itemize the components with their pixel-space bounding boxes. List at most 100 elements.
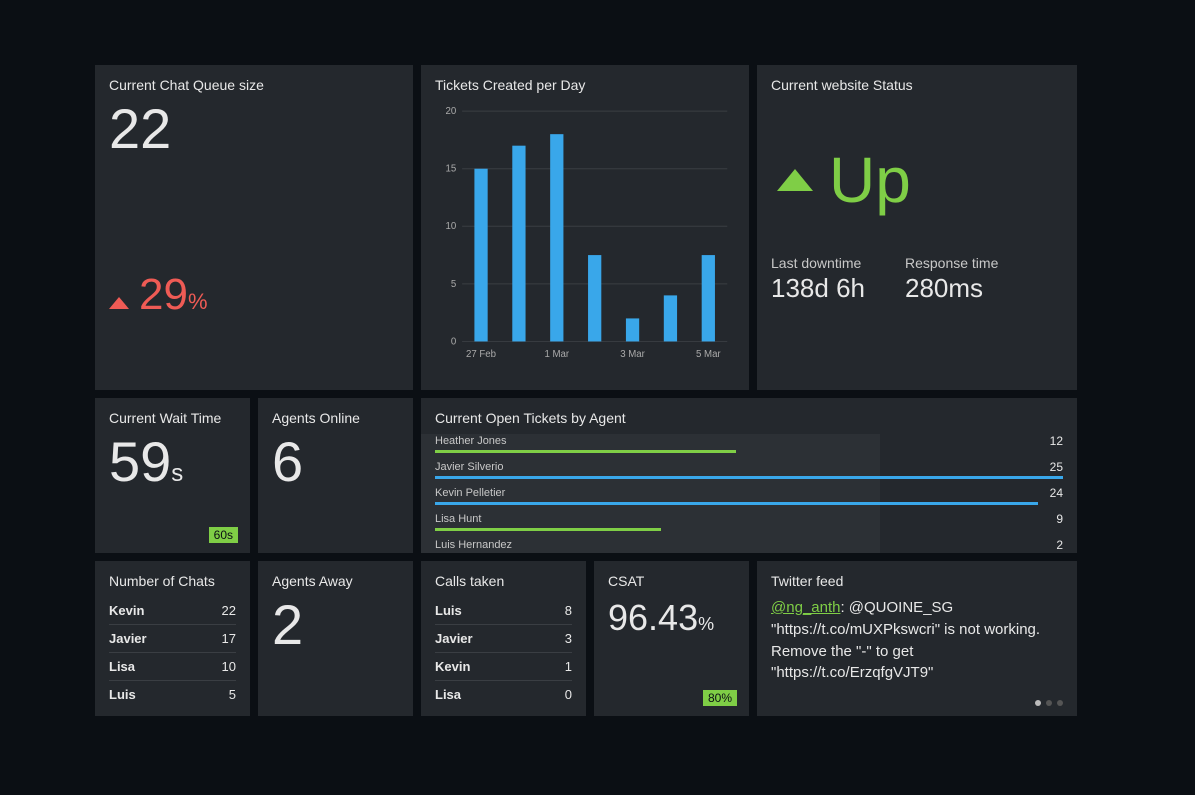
hbar-row: Heather Jones 12 [435, 434, 1063, 453]
hbar-label: Kevin Pelletier [435, 486, 1063, 500]
row-value: 1 [565, 659, 572, 674]
row-name: Lisa [109, 659, 135, 674]
bar [626, 318, 639, 341]
hbar-label: Heather Jones [435, 434, 1063, 448]
queue-trend: 29% [109, 270, 208, 320]
hbar-value: 12 [1050, 434, 1063, 448]
status-response: Response time 280ms [905, 255, 998, 304]
card-title: Current Open Tickets by Agent [435, 410, 1063, 426]
card-chat-queue: Current Chat Queue size 22 29% [95, 65, 413, 390]
table-row: Luis 8 [435, 597, 572, 625]
svg-text:27 Feb: 27 Feb [466, 349, 496, 360]
row-value: 22 [222, 603, 236, 618]
csat-badge: 80% [703, 690, 737, 706]
table-row: Luis5 [109, 681, 236, 708]
row-name: Javier [109, 631, 147, 646]
status-text: Up [829, 143, 911, 217]
card-title: Current Wait Time [109, 410, 236, 426]
hbar-label: Javier Silverio [435, 460, 1063, 474]
row-value: 8 [565, 603, 572, 618]
svg-text:1 Mar: 1 Mar [544, 349, 569, 360]
card-open-tickets: Current Open Tickets by Agent Heather Jo… [421, 398, 1077, 553]
pagination-dot[interactable] [1046, 700, 1052, 706]
card-twitter-feed: Twitter feed @ng_anth: @QUOINE_SG "https… [757, 561, 1077, 716]
svg-text:0: 0 [451, 336, 456, 347]
queue-trend-value: 29% [139, 270, 208, 320]
svg-text:3 Mar: 3 Mar [620, 349, 645, 360]
card-title: Current Chat Queue size [109, 77, 399, 93]
card-title: Agents Away [272, 573, 399, 589]
card-title: Tickets Created per Day [435, 77, 735, 93]
svg-text:5 Mar: 5 Mar [696, 349, 721, 360]
triangle-up-icon [777, 169, 813, 191]
downtime-value: 138d 6h [771, 273, 865, 304]
csat-value: 96.43% [608, 597, 735, 639]
table-row: Kevin 1 [435, 653, 572, 681]
card-calls-taken: Calls taken Luis 8 Javier 3 Kevin 1 Lisa 0 [421, 561, 586, 716]
card-agents-away: Agents Away 2 [258, 561, 413, 716]
card-website-status: Current website Status Up Last downtime … [757, 65, 1077, 390]
row-name: Lisa [435, 687, 461, 702]
queue-value: 22 [109, 101, 399, 157]
bar-chart-tickets: 0510152027 Feb1 Mar3 Mar5 Mar [435, 101, 735, 369]
table-row: Javier 3 [435, 625, 572, 653]
hbar-row: Javier Silverio 25 [435, 460, 1063, 479]
wait-value: 59s [109, 434, 236, 490]
card-title: CSAT [608, 573, 735, 589]
dashboard: Current Chat Queue size 22 29% Tickets C… [0, 0, 1195, 781]
calls-table: Luis 8 Javier 3 Kevin 1 Lisa 0 [435, 597, 572, 708]
table-row: Lisa 10 [109, 653, 236, 681]
row-name: Luis [109, 687, 136, 702]
downtime-label: Last downtime [771, 255, 865, 271]
row-name: Kevin [109, 603, 144, 618]
hbar-label: Lisa Hunt [435, 512, 1063, 526]
hbar-row: Luis Hernandez 2 [435, 538, 1063, 553]
table-row: Lisa 0 [435, 681, 572, 708]
row-value: 3 [565, 631, 572, 646]
hbar-row: Lisa Hunt 9 [435, 512, 1063, 531]
tweet: @ng_anth: @QUOINE_SG "https://t.co/mUXPk… [771, 597, 1063, 684]
pagination-dot[interactable] [1035, 700, 1041, 706]
row-name: Javier [435, 631, 473, 646]
bar [702, 255, 715, 341]
hbar-value: 25 [1050, 460, 1063, 474]
tweet-handle[interactable]: @ng_anth [771, 599, 840, 616]
hbar-track [435, 476, 1063, 479]
bar [474, 169, 487, 342]
response-label: Response time [905, 255, 998, 271]
row-name: Kevin [435, 659, 470, 674]
hbar-value: 2 [1056, 538, 1063, 552]
hbar-track [435, 502, 1038, 505]
card-title: Current website Status [771, 77, 1063, 93]
bar [550, 134, 563, 341]
card-csat: CSAT 96.43% 80% [594, 561, 749, 716]
svg-text:20: 20 [446, 106, 457, 117]
agents-away-value: 2 [272, 597, 399, 653]
agents-online-value: 6 [272, 434, 399, 490]
row-value: 0 [565, 687, 572, 702]
card-title: Number of Chats [109, 573, 236, 589]
hbar-list: Heather Jones 12 Javier Silverio 25 Kevi… [435, 434, 1063, 553]
pagination-dots[interactable] [1035, 700, 1063, 706]
hbar-track [435, 528, 661, 531]
hbar-label: Luis Hernandez [435, 538, 1063, 552]
triangle-up-icon [109, 297, 129, 309]
table-row: Javier 17 [109, 625, 236, 653]
card-title: Agents Online [272, 410, 399, 426]
pagination-dot[interactable] [1057, 700, 1063, 706]
bar [588, 255, 601, 341]
card-title: Twitter feed [771, 573, 1063, 589]
card-wait-time: Current Wait Time 59s 60s [95, 398, 250, 553]
status-downtime: Last downtime 138d 6h [771, 255, 865, 304]
row-value: 10 [222, 659, 236, 674]
svg-text:5: 5 [451, 279, 456, 290]
card-title: Calls taken [435, 573, 572, 589]
hbar-value: 24 [1050, 486, 1063, 500]
row-name: Luis [435, 603, 462, 618]
row-value: 17 [222, 631, 236, 646]
hbar-track [435, 450, 736, 453]
card-number-of-chats: Number of Chats Kevin 22 Javier 17 Lisa 10 Lui… [95, 561, 250, 716]
chats-table: Kevin 22 Javier 17 Lisa 10 Luis5 [109, 597, 236, 708]
wait-badge: 60s [209, 527, 238, 543]
bar [512, 146, 525, 342]
